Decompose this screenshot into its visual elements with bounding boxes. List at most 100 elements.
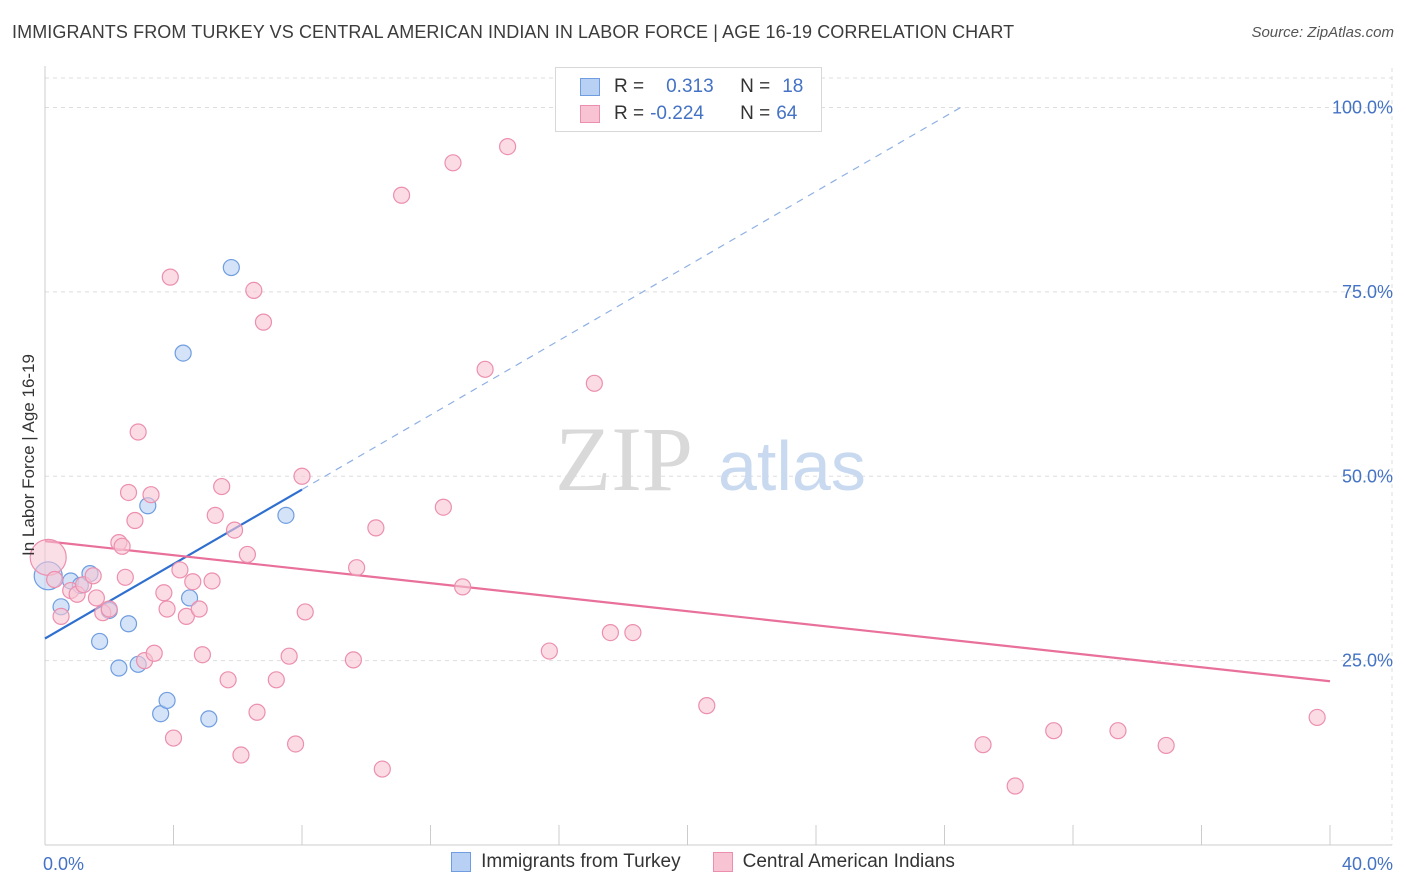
- point-central-american: [219, 671, 237, 689]
- trend-line-turkey-extension: [301, 106, 961, 491]
- tick-labels: 25.0% 50.0% 75.0% 100.0% 0.0% 40.0%: [43, 98, 1393, 875]
- point-central-american: [1157, 736, 1175, 755]
- point-central-american: [155, 584, 173, 602]
- point-central-american: [145, 644, 163, 662]
- point-central-american: [540, 642, 558, 660]
- series-legend-central-american[interactable]: Central American Indians: [712, 851, 955, 873]
- point-central-american: [293, 467, 311, 485]
- point-central-american: [367, 519, 385, 537]
- axes: [44, 66, 1392, 846]
- legend-r-label: R =: [614, 103, 645, 124]
- point-central-american: [267, 671, 285, 689]
- trend-line-central-american: [44, 540, 1331, 683]
- legend-n-value: 18: [782, 76, 804, 97]
- trend-line-turkey: [44, 488, 303, 640]
- x-tick-label: 40.0%: [1342, 854, 1393, 874]
- point-central-american: [52, 607, 70, 625]
- legend-r-value: 0.313: [666, 76, 714, 97]
- point-central-american: [190, 600, 208, 618]
- point-turkey: [110, 659, 128, 677]
- point-central-american: [184, 573, 202, 591]
- legend-row-central-american: R = -0.224 N = 64: [580, 101, 797, 127]
- point-central-american: [46, 570, 64, 589]
- point-central-american: [444, 154, 462, 172]
- point-central-american: [232, 746, 250, 764]
- legend-swatch-pink: [712, 852, 733, 872]
- point-central-american: [601, 623, 620, 642]
- point-central-american: [499, 137, 517, 156]
- legend-n-label: N =: [740, 103, 771, 124]
- point-central-american: [698, 697, 716, 715]
- point-central-american: [177, 607, 195, 625]
- point-central-american: [206, 506, 224, 524]
- legend-r-label: R =: [614, 76, 645, 97]
- source-label: Source: ZipAtlas.com: [1251, 24, 1394, 41]
- y-tick-label: 100.0%: [1332, 98, 1393, 118]
- gridlines: [45, 68, 1393, 845]
- point-central-american: [248, 703, 266, 721]
- trend-lines: [44, 106, 1331, 683]
- point-central-american: [119, 483, 138, 502]
- point-central-american: [225, 521, 244, 539]
- legend-n-label: N =: [740, 76, 771, 97]
- point-central-american: [203, 572, 221, 590]
- point-central-american: [1308, 708, 1326, 727]
- point-central-american: [129, 423, 147, 441]
- point-turkey: [277, 506, 295, 524]
- data-points: [29, 137, 1326, 795]
- point-central-american: [454, 578, 472, 596]
- series-legend-label: Central American Indians: [742, 851, 955, 872]
- point-turkey: [91, 632, 109, 651]
- point-central-american: [286, 735, 305, 753]
- series-legend: Immigrants from Turkey Central American …: [0, 851, 1406, 873]
- point-central-american: [142, 486, 160, 504]
- point-central-american: [254, 313, 273, 331]
- x-tick-label: 0.0%: [43, 854, 84, 874]
- series-legend-turkey[interactable]: Immigrants from Turkey: [451, 851, 681, 873]
- watermark-atlas: atlas: [718, 427, 866, 505]
- watermark-zip: ZIP: [555, 408, 693, 510]
- point-central-american: [161, 268, 179, 286]
- point-central-american: [476, 360, 494, 378]
- y-tick-label: 25.0%: [1342, 651, 1393, 671]
- point-central-american: [100, 600, 118, 618]
- point-central-american: [1006, 777, 1024, 795]
- y-tick-label: 50.0%: [1342, 466, 1393, 486]
- chart-title: IMMIGRANTS FROM TURKEY VS CENTRAL AMERIC…: [12, 22, 1015, 42]
- point-turkey: [200, 710, 218, 728]
- point-central-american: [974, 736, 992, 754]
- point-central-american: [373, 760, 391, 778]
- y-tick-label: 75.0%: [1342, 282, 1393, 302]
- point-central-american: [280, 647, 298, 665]
- point-central-american: [213, 477, 231, 496]
- y-axis-label: In Labor Force | Age 16-19: [19, 354, 38, 556]
- point-central-american: [585, 374, 603, 392]
- point-central-american: [84, 567, 102, 585]
- point-central-american: [113, 537, 131, 555]
- point-turkey: [158, 691, 176, 710]
- point-central-american: [392, 186, 411, 204]
- point-central-american: [434, 498, 452, 516]
- watermark: ZIP atlas: [555, 408, 866, 510]
- point-turkey: [222, 258, 240, 277]
- point-central-american: [171, 561, 189, 579]
- point-central-american: [238, 545, 256, 564]
- legend-swatch-blue: [580, 78, 600, 96]
- point-turkey: [119, 615, 138, 633]
- point-central-american: [116, 568, 134, 586]
- legend-swatch-pink: [580, 105, 600, 123]
- point-central-american: [1045, 722, 1063, 740]
- series-legend-label: Immigrants from Turkey: [481, 851, 681, 872]
- legend-r-value: -0.224: [650, 103, 704, 124]
- legend-swatch-blue: [451, 852, 472, 872]
- point-central-american: [126, 511, 144, 530]
- point-central-american: [87, 589, 106, 607]
- legend-row-turkey: R = 0.313 N = 18: [580, 74, 803, 100]
- point-central-american: [348, 559, 366, 577]
- point-central-american: [193, 646, 212, 664]
- point-central-american: [164, 729, 183, 747]
- correlation-legend: R = 0.313 N = 18 R = -0.224 N = 64: [555, 67, 822, 132]
- point-turkey: [180, 589, 199, 607]
- legend-n-value: 64: [776, 103, 798, 124]
